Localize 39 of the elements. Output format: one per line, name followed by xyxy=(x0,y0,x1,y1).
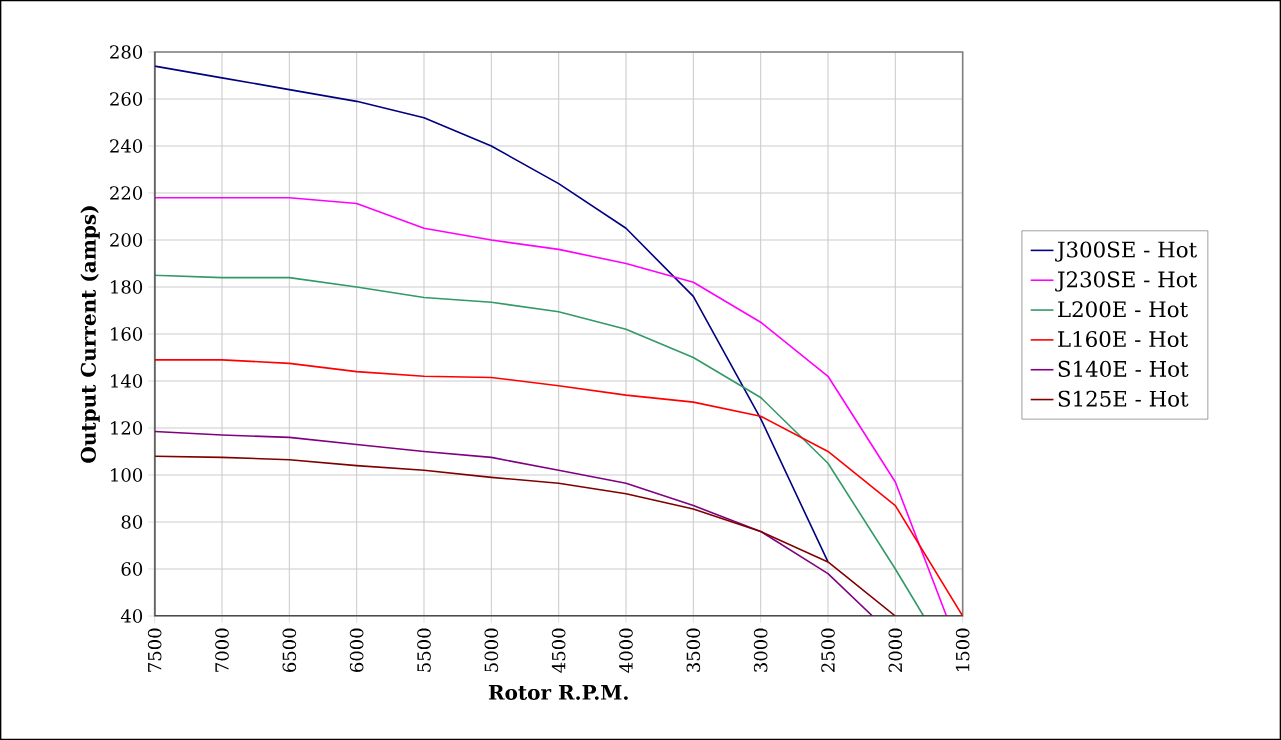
x-tick-label: 3500 xyxy=(686,628,701,672)
legend-label: S125E - Hot xyxy=(1058,390,1189,407)
x-tick-label: 6000 xyxy=(349,628,364,672)
y-tick-label: 160 xyxy=(111,327,143,341)
y-tick-label: 60 xyxy=(121,562,143,576)
x-tick-label: 2000 xyxy=(888,628,903,672)
line-series xyxy=(154,65,829,563)
line-series xyxy=(154,430,874,616)
x-tick-label: 5500 xyxy=(417,628,431,672)
legend-label: S140E - Hot xyxy=(1058,360,1189,377)
line-series xyxy=(154,359,963,616)
y-tick-label: 100 xyxy=(111,468,143,482)
y-tick-label: 80 xyxy=(121,515,143,529)
x-tick-label: 4500 xyxy=(551,628,566,673)
y-tick-label: 220 xyxy=(110,186,143,200)
legend-label: J300SE - Hot xyxy=(1055,241,1197,262)
y-tick-label: 120 xyxy=(111,421,143,435)
line-series xyxy=(154,274,925,616)
y-tick-label: 240 xyxy=(110,139,143,153)
x-tick-label: 2500 xyxy=(821,628,835,672)
legend-label: L200E - Hot xyxy=(1058,301,1188,318)
x-tick-label: 1500 xyxy=(955,628,970,671)
x-tick-label: 7000 xyxy=(215,628,229,672)
y-tick-label: 200 xyxy=(110,233,143,247)
y-tick-label: 180 xyxy=(111,280,143,294)
x-tick-label: 7500 xyxy=(147,628,162,672)
line-series xyxy=(154,455,897,616)
legend-label: J230SE - Hot xyxy=(1055,271,1197,292)
x-tick-label: 3000 xyxy=(753,628,768,672)
x-tick-label: 5000 xyxy=(484,628,499,672)
y-tick-label: 40 xyxy=(120,609,143,623)
y-tick-label: 140 xyxy=(111,374,143,388)
y-tick-label: 280 xyxy=(110,45,143,59)
y-tick-label: 260 xyxy=(110,92,143,106)
y-axis-title: Output Current (amps) xyxy=(80,206,100,463)
x-tick-label: 6500 xyxy=(282,628,297,672)
legend-label: L160E - Hot xyxy=(1058,330,1188,348)
x-axis-title: Rotor R.P.M. xyxy=(488,685,628,700)
x-tick-label: 4000 xyxy=(619,628,633,673)
